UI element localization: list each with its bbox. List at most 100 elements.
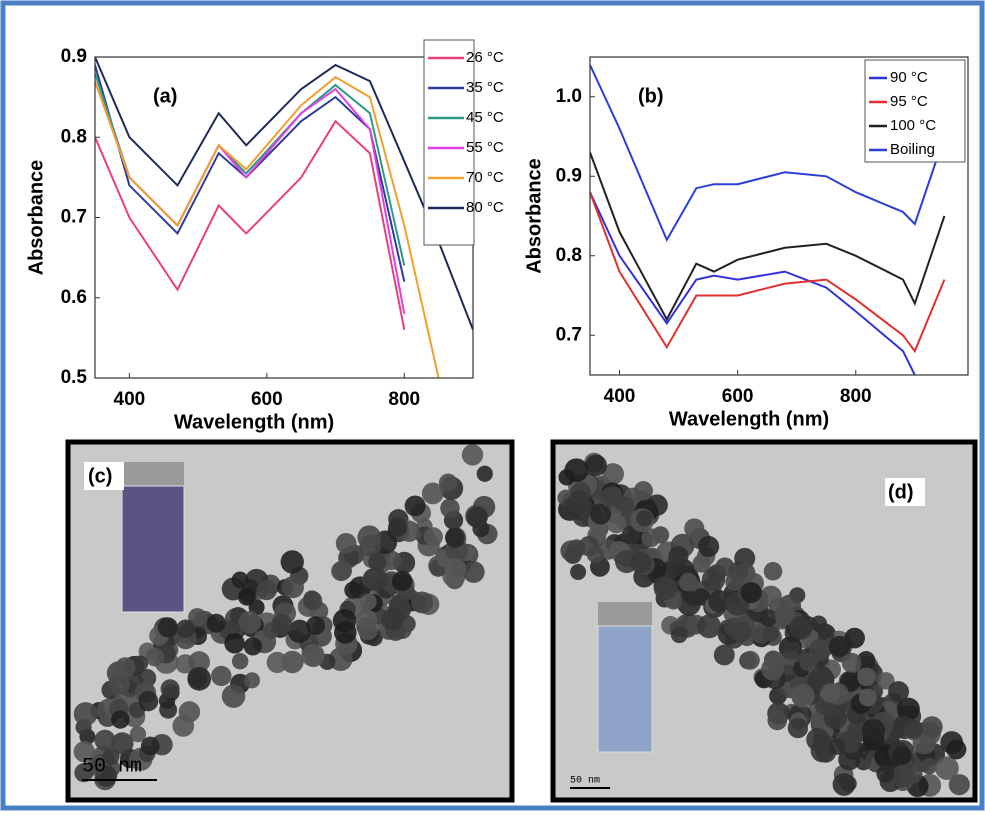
y-tick-label: 0.8 [61,126,87,147]
particle [360,593,377,610]
particle [799,652,818,672]
particle [617,496,635,513]
particle [445,528,465,548]
particle [94,729,116,751]
particle [888,681,910,703]
particle [740,650,760,670]
particle [404,495,426,517]
y-tick-label: 0.8 [556,245,582,266]
particle [668,546,689,567]
particle [108,673,131,695]
particle [856,650,876,670]
particle [176,619,195,639]
x-tick-label: 400 [114,389,146,410]
vial-cap [122,462,184,486]
particle [281,650,304,674]
particle [896,697,920,721]
particle [335,532,357,554]
particle [73,702,98,726]
particle [892,745,912,765]
particle [357,619,379,641]
plot-area [95,57,473,378]
vial [597,625,653,753]
particle [221,684,246,708]
particle [287,619,312,644]
series-line [95,57,473,331]
particle [602,463,624,485]
particle [332,608,357,633]
particle [357,525,382,550]
particle [621,525,641,545]
x-tick-label: 600 [251,389,283,410]
series-line [590,191,946,354]
particle [605,486,623,504]
particle [697,614,722,639]
legend-label: 55 °C [466,139,504,156]
particle [857,667,876,687]
label-bg [84,462,124,490]
particle [564,458,589,483]
particle [444,558,467,580]
particle [187,666,212,691]
particle [861,718,885,743]
series-line [95,75,440,378]
particle [211,665,232,687]
particle [810,615,828,632]
series-line [95,119,406,330]
particle [920,757,938,775]
particle [344,581,362,599]
particle [301,643,325,667]
particle [585,454,607,477]
particle [560,540,582,562]
particle [633,481,654,501]
particle [935,756,959,781]
particle [876,765,895,783]
legend-label: 95 °C [890,93,928,110]
particle [421,482,444,505]
particle [111,732,134,755]
y-tick-label: 0.6 [61,287,87,308]
vial-cap [598,602,652,626]
particle [684,518,705,539]
particle [890,764,914,788]
x-tick-label: 600 [722,386,754,407]
particle [820,683,840,703]
series-line [590,64,946,243]
particle [306,616,325,636]
particle [411,591,434,614]
particle [332,560,353,581]
legend-label: 35 °C [466,79,504,96]
particle [774,603,796,625]
particle [606,513,627,534]
legend-label: 100 °C [890,117,936,134]
panel-label: (b) [638,85,664,107]
particle [698,535,720,558]
scale-bar-label: 50 nm [82,755,142,778]
x-tick-label: 400 [604,386,636,407]
particle [188,651,210,673]
particle [111,710,130,729]
legend-label: 90 °C [890,69,928,86]
particle [138,690,159,712]
particle [725,572,744,592]
x-tick-label: 800 [840,386,872,407]
particle [806,727,830,752]
particle [423,527,443,547]
particle [921,716,943,738]
panel-label: (d) [888,481,914,503]
particle [708,590,731,613]
particle [462,561,485,583]
particle [948,774,970,796]
particle [740,581,762,604]
particle [904,719,924,739]
particle [877,672,895,690]
particle [256,579,278,601]
particle [271,613,293,635]
axes-frame [589,56,969,376]
x-axis-label: Wavelength (nm) [174,411,334,433]
y-tick-label: 0.7 [556,324,582,345]
y-tick-label: 0.9 [556,165,582,186]
particle [767,710,788,731]
particle [570,564,587,581]
particle [789,616,813,640]
